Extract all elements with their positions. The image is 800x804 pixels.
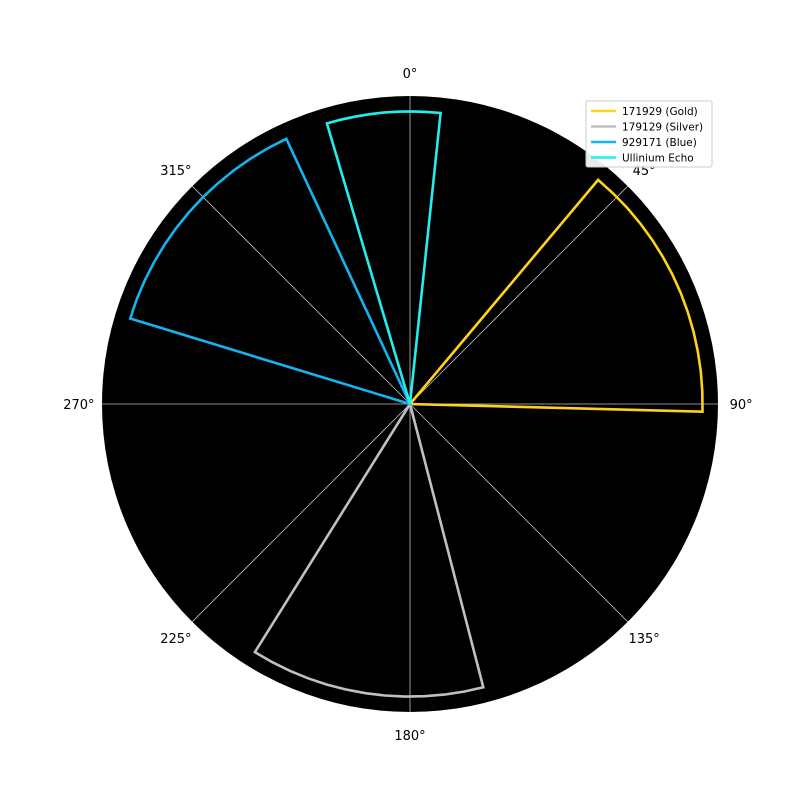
angle-tick-label: 90°	[730, 398, 753, 413]
series-sector	[128, 137, 413, 407]
series-sector	[407, 178, 704, 414]
angle-gridline	[409, 185, 629, 405]
angle-tick-label: 45°	[633, 164, 656, 179]
legend-label: 171929 (Gold)	[622, 106, 698, 118]
series-sector	[253, 400, 485, 698]
angle-tick-label: 270°	[63, 398, 94, 413]
legend-label: 929171 (Blue)	[622, 137, 697, 149]
angle-tick-label: 225°	[160, 632, 191, 647]
legend-label: 179129 (Silver)	[622, 122, 703, 134]
angle-gridline	[191, 185, 411, 405]
angle-tick-label: 315°	[160, 164, 191, 179]
angle-tick-label: 180°	[394, 729, 425, 744]
legend: 171929 (Gold) 179129 (Silver) 929171 (Blue…	[585, 100, 713, 168]
series-sector	[325, 110, 443, 405]
angle-tick-label: 0°	[403, 67, 418, 82]
legend-box	[585, 100, 713, 168]
angle-gridline	[191, 403, 411, 623]
angle-tick-label: 135°	[628, 632, 659, 647]
angle-gridline	[409, 403, 629, 623]
legend-label: Ullinium Echo	[622, 153, 694, 165]
